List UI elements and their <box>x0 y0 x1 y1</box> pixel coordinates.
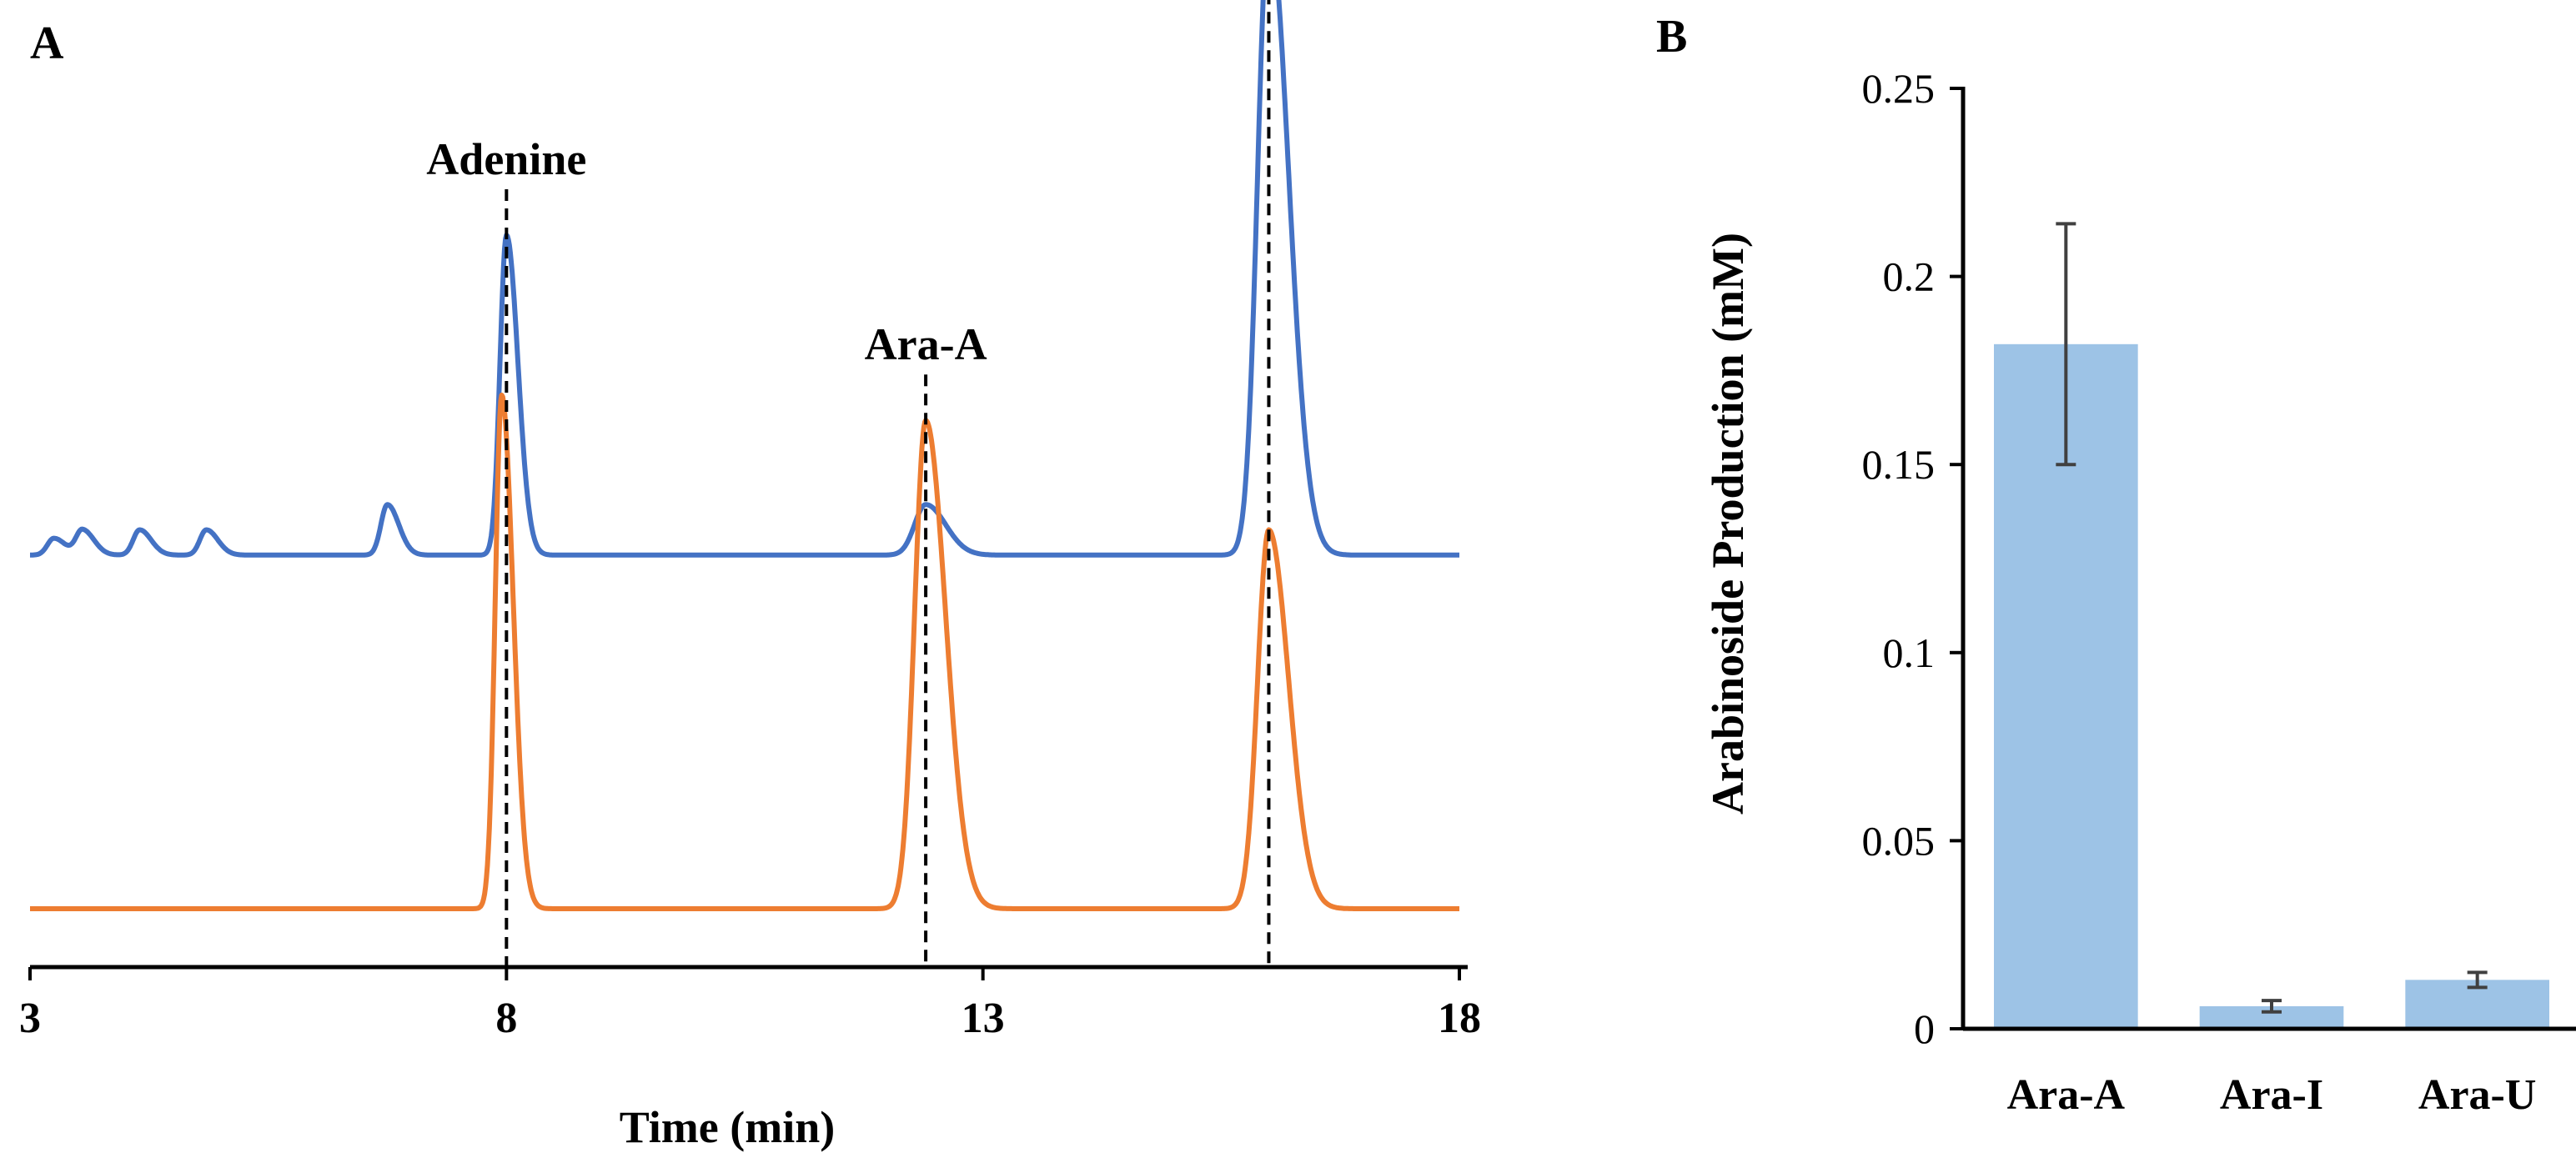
panel-a-x-tick-label-0: 3 <box>19 995 41 1042</box>
panel-b-y-ticks: 0 0.05 0.1 0.15 0.2 0.25 <box>1862 65 1963 1052</box>
panel-b-marks <box>1994 222 2549 1029</box>
panel-a-x-tick-label-1: 8 <box>495 995 517 1042</box>
panel-b-y-tick-label-5: 0.25 <box>1862 65 1936 112</box>
chromatogram-trace-upper <box>28 0 1461 558</box>
panel-b-category-label-2: Ara-U <box>2418 1071 2537 1119</box>
error-bar-ara-a <box>2056 222 2076 467</box>
panel-b-y-tick-label-3: 0.15 <box>1862 441 1936 488</box>
panel-a-x-tick-label-2: 13 <box>962 995 1005 1042</box>
panel-b-label: B <box>1656 11 1687 63</box>
peak-label-0: Adenine <box>426 134 586 184</box>
panel-b-y-tick-label-4: 0.2 <box>1883 253 1936 300</box>
panel-b-y-tick-label-1: 0.05 <box>1862 817 1936 864</box>
panel-b-bar-chart: B Arabinoside Production (mM) 0 0.05 0.1 0.… <box>1656 11 2576 1119</box>
panel-b-y-axis-title: Arabinoside Production (mM) <box>1703 233 1753 815</box>
panel-b-category-label-0: Ara-A <box>2007 1071 2126 1119</box>
panel-a-x-tick-label-3: 18 <box>1438 995 1481 1042</box>
chromatogram-trace-lower <box>28 392 1461 911</box>
panel-a-label: A <box>30 18 64 69</box>
peak-label-1: Ara-A <box>865 319 987 369</box>
panel-b-category-label-1: Ara-I <box>2220 1071 2323 1119</box>
panel-b-y-tick-label-2: 0.1 <box>1883 629 1936 676</box>
panel-a-x-axis-title: Time (min) <box>620 1102 835 1152</box>
panel-a-x-ticks: 3 8 13 18 <box>19 967 1481 1042</box>
error-bar-ara-u <box>2467 970 2488 990</box>
panel-b-y-tick-label-0: 0 <box>1914 1005 1935 1052</box>
panel-b-categories: Ara-A Ara-I Ara-U <box>2007 1071 2537 1119</box>
error-bar-ara-i <box>2262 999 2282 1014</box>
